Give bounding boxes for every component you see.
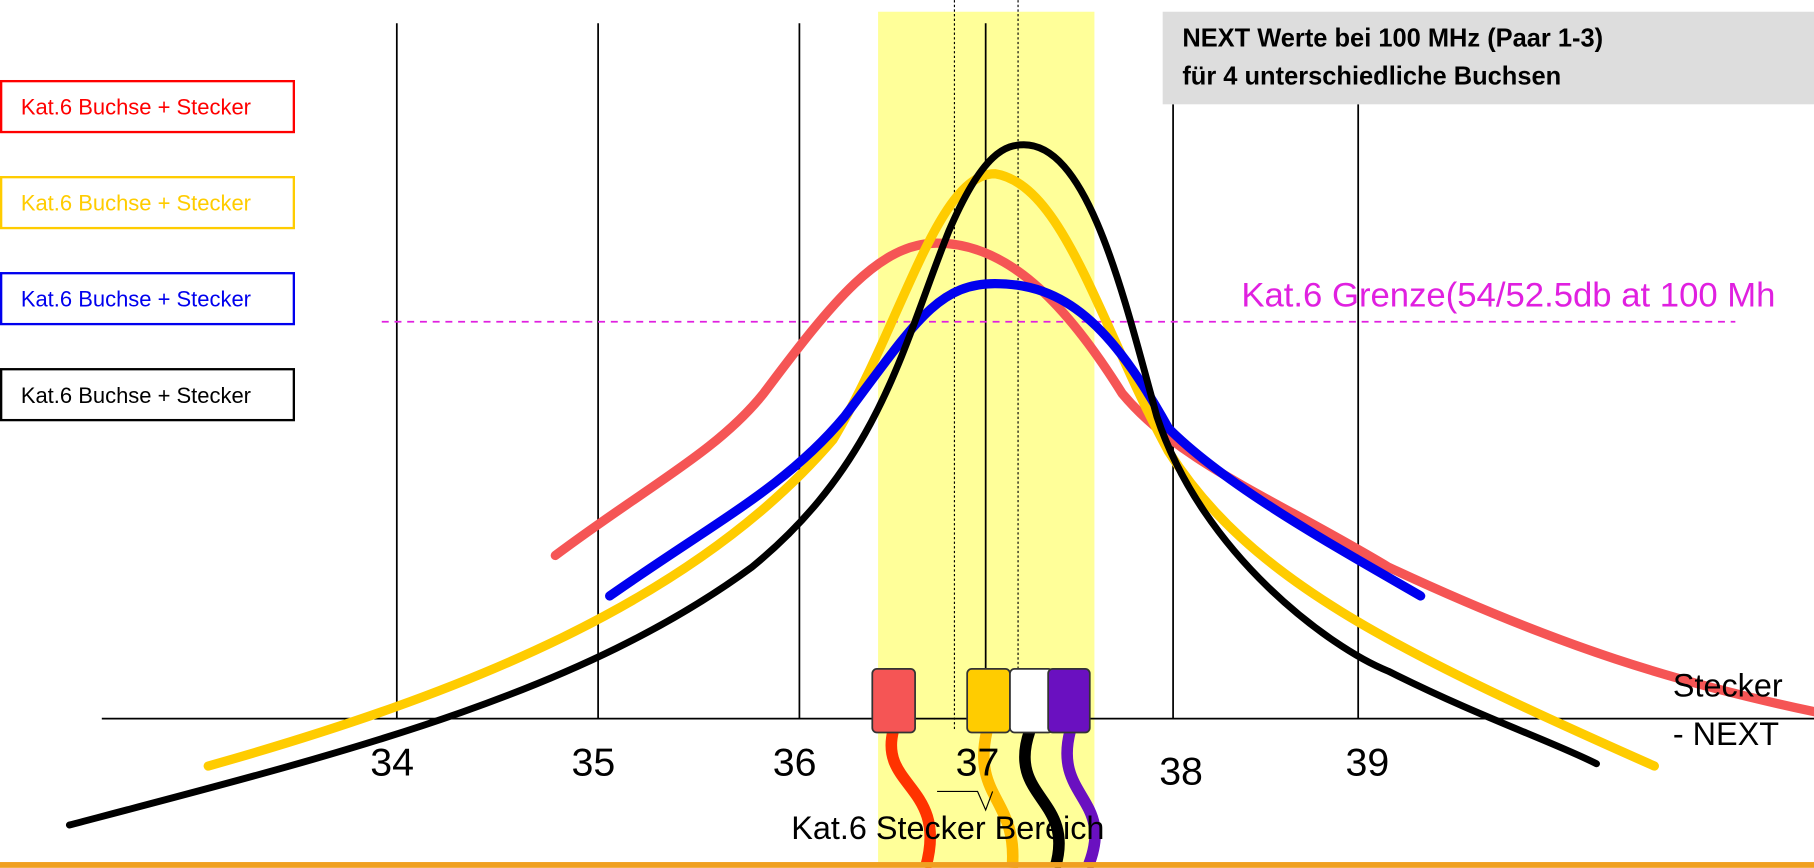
grid (101, 23, 1814, 720)
axis-label: - NEXT (1673, 716, 1779, 752)
curve-blue (605, 278, 1426, 601)
limit-label: Kat.6 Grenze(54/52.5db at 100 Mh (1241, 277, 1775, 315)
legend-label: Kat.6 Buchse + Stecker (21, 287, 251, 312)
curve-yellow (203, 169, 1659, 771)
title: NEXT Werte bei 100 MHz (Paar 1-3) (1182, 24, 1603, 52)
x-tick-label: 34 (370, 740, 414, 784)
footer-stripe (0, 862, 1814, 868)
x-tick-label: 39 (1345, 740, 1389, 784)
x-tick-label: 36 (773, 740, 817, 784)
legend-label: Kat.6 Buchse + Stecker (21, 191, 251, 216)
dotted-markers (953, 0, 1019, 732)
connectors (871, 667, 1091, 734)
x-ticks: 34 35 36 37 38 39 (370, 740, 1389, 793)
curve-red (550, 238, 1814, 717)
brace (937, 790, 994, 812)
x-tick-label: 37 (956, 740, 1000, 784)
cables (885, 729, 1101, 868)
axis-label: Stecker (1673, 668, 1783, 704)
curves (65, 141, 1814, 829)
x-tick-label: 35 (572, 740, 616, 784)
legend-label: Kat.6 Buchse + Stecker (21, 95, 251, 120)
x-tick-label: 38 (1159, 750, 1203, 794)
legend-label: Kat.6 Buchse + Stecker (21, 383, 251, 408)
range-label: Kat.6 Stecker Bereich (791, 810, 1104, 846)
curve-black (65, 141, 1600, 829)
title: für 4 unterschiedliche Buchsen (1182, 63, 1561, 91)
title-box (1162, 11, 1814, 105)
legend: Kat.6 Buchse + Stecker Kat.6 Buchse + St… (0, 79, 296, 422)
